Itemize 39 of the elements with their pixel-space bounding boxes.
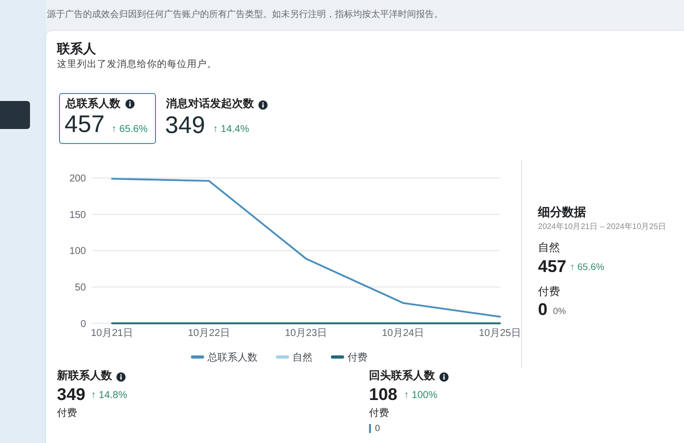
x-tick-label: 10月25日 — [478, 328, 522, 339]
legend-label: 总联系人数 — [206, 352, 258, 364]
text: ↑ 14.8% — [91, 390, 128, 401]
text: ↑ 65.6% — [112, 124, 148, 134]
text: 付费 — [538, 286, 560, 298]
text: 457 — [64, 111, 105, 138]
text: 联系人 — [57, 41, 96, 56]
text: 回头联系人数 — [369, 370, 435, 384]
y-tick-label: 50 — [74, 282, 86, 294]
text: 457 — [538, 256, 566, 276]
x-tick-label: 10月24日 — [382, 328, 424, 339]
x-tick-label: 10月21日 — [90, 328, 134, 339]
text: 源于广告的成效会归因到任何广告账户的所有广告类型。如未另行注明，指标均按太平洋时间报告。 — [47, 8, 443, 19]
text: 这里列出了发消息给你的每位用户。 — [57, 59, 217, 70]
text: 总联系人数 — [66, 98, 120, 112]
y-tick-label: 100 — [69, 246, 86, 258]
x-tick-label: 10月23日 — [284, 328, 328, 339]
y-tick-label: 150 — [69, 210, 86, 221]
x-tick-label: 10月22日 — [188, 328, 230, 339]
text: 108 — [369, 384, 398, 404]
text: 付费 — [57, 408, 77, 419]
text: 2024年10月21日 – 2024年10月25日 — [538, 222, 666, 232]
text: 新联系人数 — [57, 370, 112, 384]
legend-label: 自然 — [292, 352, 312, 364]
text: 付费 — [369, 408, 389, 419]
text: 0% — [553, 306, 566, 316]
text: 0 — [375, 422, 380, 433]
text: 0 — [538, 300, 548, 319]
y-tick-label: 200 — [69, 174, 86, 184]
text: 自然 — [538, 242, 560, 254]
text: ↑ 14.4% — [213, 124, 250, 135]
text: 细分数据 — [538, 204, 586, 219]
text: 349 — [57, 384, 86, 404]
text: ↑ 100% — [404, 390, 438, 401]
text: 349 — [165, 112, 206, 139]
y-tick-label: 0 — [80, 318, 86, 330]
legend-label: 付费 — [348, 352, 368, 364]
text: 消息对话发起次数 — [166, 98, 254, 112]
text: ↑ 65.6% — [570, 262, 604, 274]
